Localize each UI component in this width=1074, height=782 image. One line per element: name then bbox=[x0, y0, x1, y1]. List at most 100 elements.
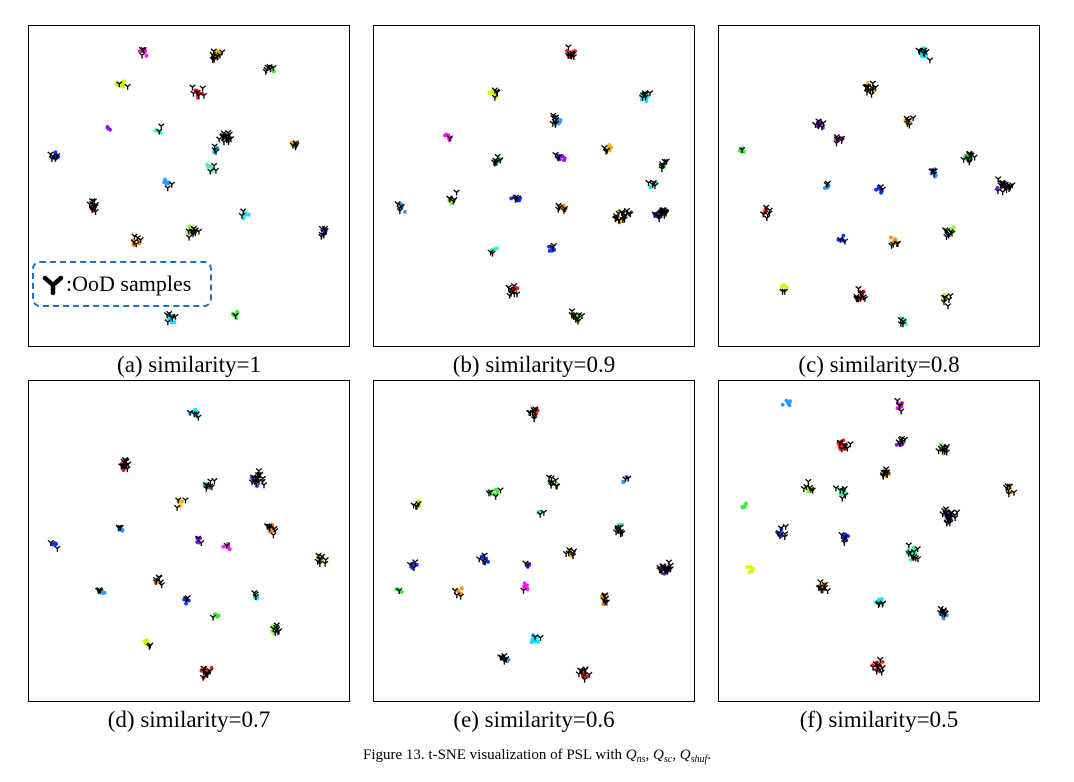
ood-point bbox=[567, 52, 574, 59]
ood-point bbox=[510, 283, 518, 290]
q-ns-symbol: Q bbox=[625, 747, 637, 763]
class-point bbox=[246, 212, 251, 217]
ood-point bbox=[641, 91, 649, 98]
ood-point bbox=[759, 211, 767, 218]
ood-point bbox=[446, 195, 453, 202]
ood-point bbox=[552, 121, 559, 128]
ood-point bbox=[47, 539, 55, 546]
ood-point bbox=[581, 676, 588, 683]
ood-point bbox=[163, 312, 171, 319]
cluster-1 bbox=[138, 46, 149, 59]
ood-point bbox=[209, 51, 217, 58]
cluster-8 bbox=[215, 129, 235, 146]
ood-point bbox=[406, 561, 414, 568]
ood-point bbox=[781, 531, 789, 538]
ood-point bbox=[96, 587, 103, 594]
cluster-8 bbox=[194, 535, 205, 546]
cluster-7 bbox=[960, 150, 978, 166]
ood-point bbox=[410, 502, 417, 509]
cluster-4 bbox=[114, 79, 131, 90]
cluster-5 bbox=[443, 132, 454, 142]
ood-point bbox=[164, 319, 172, 326]
class-point bbox=[241, 216, 246, 221]
caption-e: (e) similarity=0.6 bbox=[453, 707, 615, 732]
cluster-3 bbox=[621, 475, 632, 485]
class-point bbox=[745, 565, 750, 570]
ood-point bbox=[560, 207, 568, 214]
cluster-16 bbox=[815, 579, 831, 594]
ood-point bbox=[832, 485, 840, 492]
cluster-15 bbox=[238, 208, 251, 221]
cluster-15 bbox=[251, 590, 260, 601]
class-point bbox=[525, 583, 529, 588]
ood-point bbox=[665, 559, 673, 566]
ood-point bbox=[479, 558, 487, 565]
cluster-20 bbox=[568, 308, 586, 325]
cluster-7 bbox=[490, 153, 504, 167]
ood-point bbox=[578, 312, 586, 319]
class-point bbox=[621, 479, 625, 484]
class-point bbox=[443, 133, 447, 138]
ood-point bbox=[536, 511, 544, 518]
cluster-15 bbox=[745, 565, 755, 574]
class-point bbox=[53, 150, 58, 155]
ood-point bbox=[904, 120, 911, 127]
ood-point bbox=[202, 481, 210, 488]
ood-point bbox=[215, 136, 223, 143]
ood-point bbox=[216, 52, 224, 59]
ood-point bbox=[1010, 489, 1018, 496]
cluster-12 bbox=[759, 204, 774, 222]
ood-point bbox=[182, 497, 189, 504]
cluster-14 bbox=[555, 202, 569, 214]
ood-point bbox=[497, 487, 504, 494]
ood-point bbox=[603, 147, 611, 154]
cluster-14 bbox=[86, 198, 99, 215]
cluster-2 bbox=[894, 397, 905, 415]
ood-point bbox=[894, 240, 902, 247]
ood-point bbox=[264, 523, 271, 530]
class-point bbox=[172, 320, 177, 324]
ood-point bbox=[836, 439, 844, 446]
ood-point bbox=[506, 286, 514, 293]
panel-b bbox=[373, 25, 695, 347]
class-point bbox=[584, 674, 589, 679]
ood-point bbox=[552, 151, 559, 158]
ood-point bbox=[809, 487, 816, 494]
cluster-17 bbox=[853, 285, 869, 303]
ood-point bbox=[199, 85, 206, 92]
cluster-3 bbox=[638, 90, 654, 104]
ood-point bbox=[565, 44, 572, 51]
ood-point bbox=[249, 474, 257, 481]
ood-point bbox=[552, 477, 560, 484]
cluster-9 bbox=[832, 485, 849, 502]
cluster-3 bbox=[836, 438, 854, 453]
ood-point bbox=[138, 52, 146, 59]
cluster-8 bbox=[928, 167, 938, 179]
scatter-plot-c bbox=[718, 25, 1040, 347]
ood-point bbox=[839, 495, 846, 502]
ood-point bbox=[821, 581, 829, 588]
ood-point bbox=[251, 478, 259, 485]
cluster-19 bbox=[230, 309, 240, 320]
ood-point bbox=[395, 587, 403, 594]
ood-point bbox=[272, 629, 279, 636]
ood-point bbox=[209, 614, 217, 621]
ood-point bbox=[883, 470, 890, 477]
cluster-11 bbox=[874, 184, 887, 195]
ood-point bbox=[263, 66, 270, 73]
class-point bbox=[785, 285, 789, 290]
ood-point bbox=[446, 135, 454, 142]
ood-point bbox=[524, 562, 532, 569]
cluster-5 bbox=[410, 498, 422, 510]
ood-point bbox=[275, 628, 283, 635]
ood-point bbox=[853, 295, 861, 302]
class-point bbox=[880, 660, 885, 664]
ood-point bbox=[930, 168, 937, 175]
ood-point bbox=[805, 478, 812, 485]
ood-point bbox=[137, 237, 144, 244]
ood-point bbox=[942, 510, 949, 517]
cluster-14 bbox=[836, 233, 849, 245]
cluster-7 bbox=[263, 522, 279, 539]
cluster-4 bbox=[935, 442, 951, 456]
ood-point bbox=[875, 601, 882, 608]
